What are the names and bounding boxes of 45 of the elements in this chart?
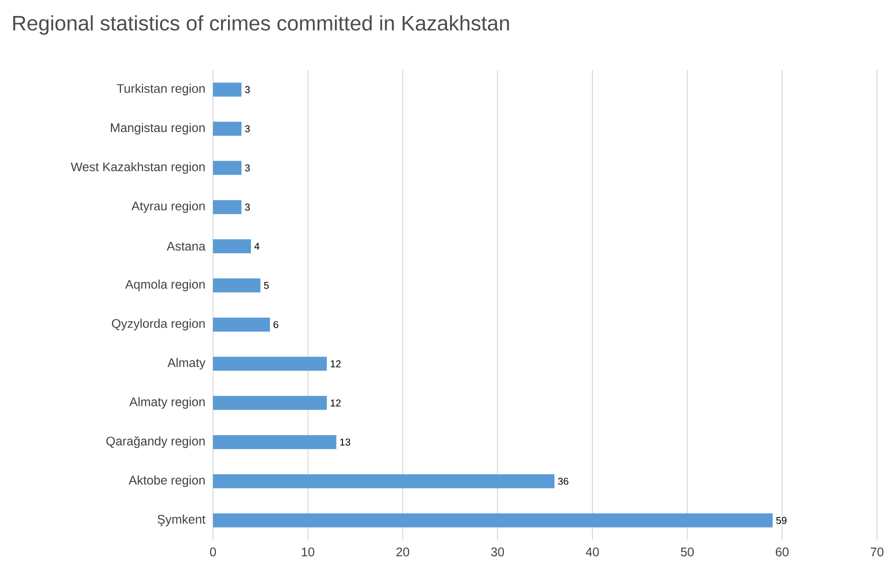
y-tick-label: Mangistau region [110, 122, 205, 135]
x-tick-label: 0 [210, 548, 216, 556]
data-label: 5 [264, 282, 269, 289]
x-tick-label: 60 [776, 548, 789, 556]
data-label: 3 [245, 86, 250, 94]
y-tick-label: Almaty region [129, 397, 205, 409]
data-label: 59 [776, 516, 786, 524]
data-label: 3 [245, 204, 250, 211]
x-tick-label: 10 [302, 548, 314, 556]
chart-title: Regional statistics of crimes committed in Kazakhstan [13, 15, 509, 35]
data-label: 6 [274, 321, 278, 328]
bar [213, 200, 242, 214]
bar [213, 160, 242, 175]
bar [213, 239, 251, 254]
bar [213, 122, 242, 136]
y-tick-label: Almaty [167, 358, 206, 370]
y-tick-label: Atyrau region [131, 201, 205, 213]
bar [213, 82, 242, 97]
bar [213, 318, 270, 332]
y-tick-label: Astana [166, 242, 206, 251]
x-tick-label: 40 [586, 548, 599, 556]
y-tick-label: West Kazakhstan region [70, 162, 205, 174]
data-label: 12 [330, 360, 341, 368]
x-tick-label: 70 [870, 548, 884, 556]
bar [213, 396, 327, 410]
bar [213, 435, 336, 450]
x-tick-label: 20 [396, 548, 410, 556]
y-tick-label: Aktobe region [128, 475, 205, 488]
bar [213, 356, 327, 371]
data-label: 13 [340, 438, 350, 446]
bar [213, 474, 554, 488]
data-label: 12 [330, 399, 341, 406]
y-tick-label: Turkistan region [116, 84, 205, 96]
y-tick-label: Qarağandy region [106, 436, 205, 448]
data-label: 3 [245, 125, 250, 132]
bar [213, 278, 260, 292]
y-tick-label: Aqmola region [125, 280, 205, 292]
x-tick-label: 30 [491, 548, 504, 556]
data-label: 3 [245, 164, 250, 172]
y-tick-label: Qyzylorda region [112, 318, 205, 330]
y-tick-label: Şymkent [158, 514, 206, 526]
bar [213, 513, 773, 528]
data-label: 4 [254, 242, 260, 250]
x-tick-label: 50 [680, 548, 694, 556]
data-label: 36 [558, 478, 568, 485]
